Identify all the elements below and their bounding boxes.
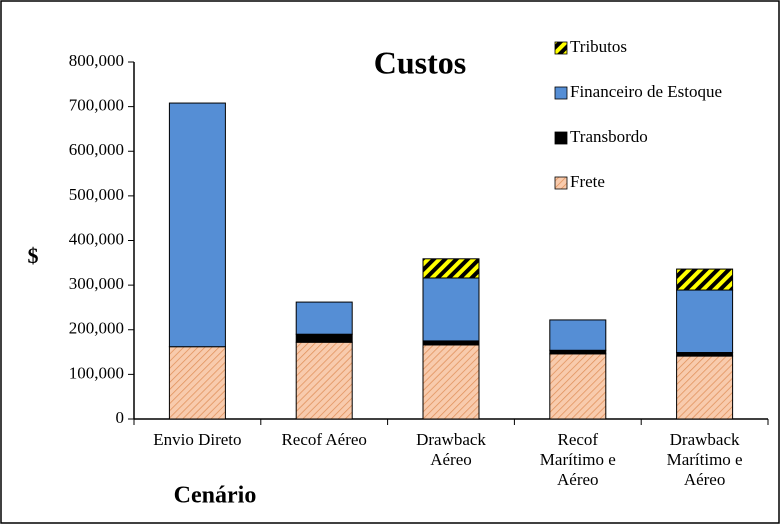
y-tick-label: 500,000	[69, 185, 124, 204]
legend-label: Frete	[570, 172, 605, 191]
bar-segment	[676, 268, 734, 291]
bar-segment	[168, 346, 226, 420]
y-tick-label: 700,000	[69, 96, 124, 115]
x-tick-label: Recof Aéreo	[281, 430, 367, 449]
bar-segment	[422, 277, 480, 342]
x-tick-label: Envio Direto	[153, 430, 242, 449]
legend-label: Tributos	[570, 37, 627, 56]
legend-swatch	[554, 86, 568, 100]
y-tick-label: 100,000	[69, 363, 124, 382]
y-tick-label: 0	[116, 408, 125, 427]
chart-title: Custos	[374, 44, 466, 80]
legend-swatch	[554, 131, 568, 145]
bar-segment	[168, 102, 226, 348]
y-axis-label: $	[28, 243, 39, 268]
bar-segment	[676, 289, 734, 354]
legend-swatch	[554, 176, 568, 190]
y-tick-label: 400,000	[69, 229, 124, 248]
bar-segment	[422, 344, 480, 420]
bar-segment	[295, 341, 353, 420]
bar-segment	[549, 353, 607, 420]
y-tick-label: 600,000	[69, 140, 124, 159]
bar-segment	[422, 258, 480, 279]
bar-segment	[422, 340, 480, 346]
y-tick-label: 800,000	[69, 51, 124, 70]
x-tick-label: Recof Marítimo e Aéreo	[539, 430, 616, 489]
legend-label: Transbordo	[570, 127, 648, 146]
legend-swatch	[554, 41, 568, 55]
y-tick-label: 200,000	[69, 319, 124, 338]
legend-label: Financeiro de Estoque	[570, 82, 722, 101]
bar-segment	[549, 349, 607, 355]
x-axis-label: Cenário	[174, 483, 257, 509]
bar-segment	[295, 333, 353, 343]
x-tick-label: Drawback Marítimo e Aéreo	[666, 430, 743, 489]
bar-segment	[549, 319, 607, 351]
bar-segment	[676, 352, 734, 357]
bar-segment	[676, 355, 734, 420]
y-tick-label: 300,000	[69, 274, 124, 293]
x-tick-label: Drawback Aéreo	[416, 430, 486, 469]
bar-segment	[295, 301, 353, 335]
